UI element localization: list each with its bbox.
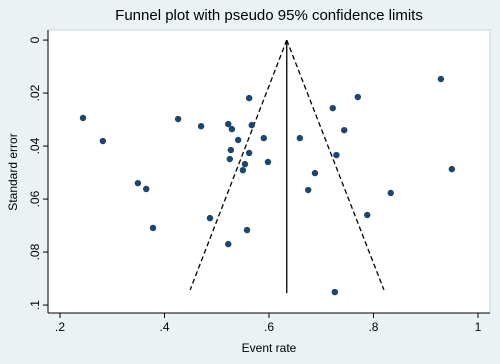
x-tick-label: .4 [160,320,170,334]
point [437,75,445,83]
point [329,104,336,112]
point [364,211,371,219]
y-tick-label: .1 [28,300,42,310]
funnel-line [189,39,288,291]
point [264,158,272,166]
point [260,134,267,142]
y-tick-label: .02 [28,84,42,101]
point [245,149,253,157]
point [331,288,339,296]
chart-title: Funnel plot with pseudo 95% confidence l… [115,7,423,24]
point [448,165,456,173]
point [197,122,205,130]
point [174,115,182,123]
point [99,137,107,145]
point [311,169,319,177]
point [239,166,247,174]
point [225,240,232,248]
point [226,155,234,163]
x-tick-label: .2 [55,320,65,334]
point [354,93,362,101]
point [234,136,242,144]
point [248,121,255,129]
point [245,94,253,102]
point [304,186,312,194]
point [296,134,304,142]
point [79,114,87,122]
x-tick-label: .6 [264,320,274,334]
y-tick-label: .06 [28,190,42,207]
point [333,151,340,159]
x-axis-label: Event rate [242,341,297,355]
point [143,185,150,193]
x-tick-label: 1 [475,320,482,334]
point [241,160,249,168]
y-tick-label: .08 [28,243,42,260]
y-tick-label: 0 [28,36,42,43]
point [341,126,348,134]
point [206,214,214,222]
point [227,146,235,154]
point [228,125,236,133]
point [225,120,232,128]
point [387,189,394,197]
x-tick-label: .8 [368,320,378,334]
funnel-line [286,39,385,291]
plot-area [47,29,491,314]
point [134,179,142,187]
point [149,224,157,232]
y-axis-label: Standard error [6,133,20,210]
point [243,226,251,234]
y-tick-label: .04 [28,137,42,154]
